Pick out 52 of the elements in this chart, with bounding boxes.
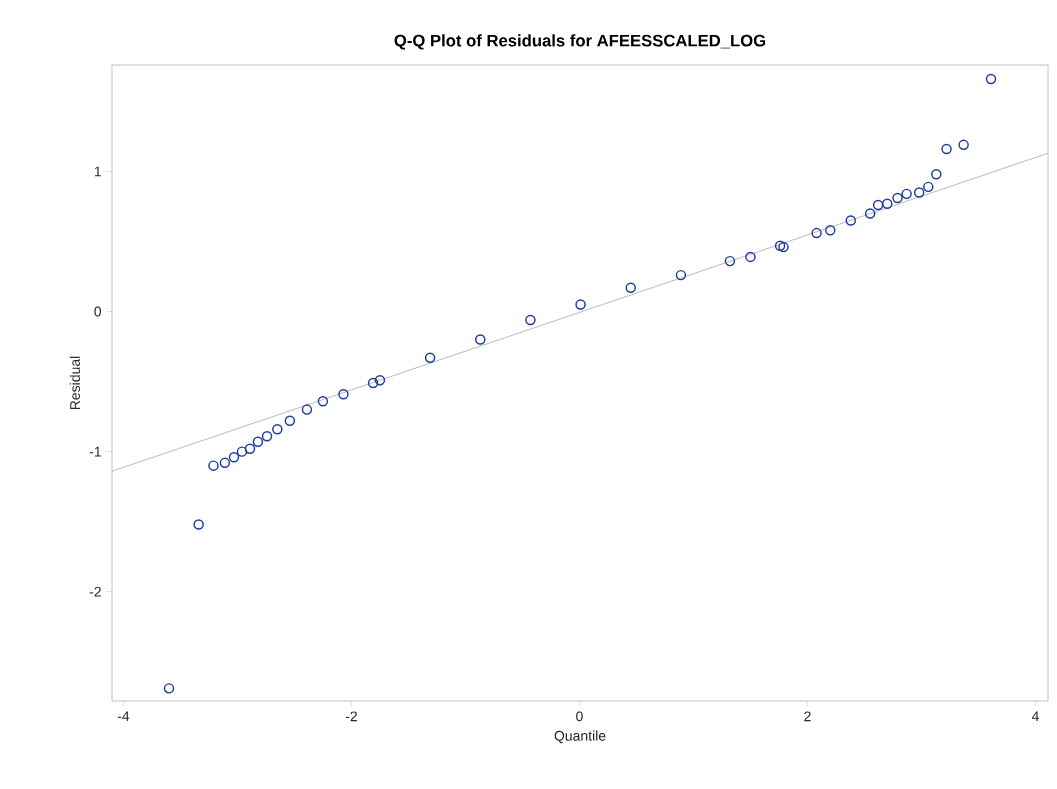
point bbox=[228, 451, 240, 463]
x-tick-label: 4 bbox=[1031, 711, 1039, 722]
point bbox=[913, 187, 925, 198]
point bbox=[745, 251, 756, 263]
point bbox=[811, 227, 822, 239]
point bbox=[864, 208, 876, 219]
point bbox=[424, 352, 436, 364]
point bbox=[367, 377, 379, 389]
point bbox=[931, 169, 942, 180]
point bbox=[882, 198, 893, 209]
point bbox=[261, 430, 273, 442]
point bbox=[575, 299, 586, 310]
point bbox=[374, 374, 386, 386]
point bbox=[219, 457, 231, 469]
point bbox=[774, 240, 786, 251]
x-tick-label: 0 bbox=[576, 711, 583, 722]
point bbox=[923, 181, 934, 193]
point bbox=[941, 143, 952, 155]
x-axis-title: Quantile bbox=[554, 730, 606, 744]
point bbox=[284, 415, 296, 427]
point bbox=[872, 199, 884, 211]
point bbox=[778, 241, 789, 253]
y-tick-label: -2 bbox=[89, 586, 101, 597]
point bbox=[163, 683, 175, 694]
x-tick-label: 2 bbox=[804, 711, 811, 722]
point bbox=[208, 460, 219, 471]
point bbox=[901, 188, 912, 200]
x-tick-label: -2 bbox=[345, 711, 357, 722]
point bbox=[892, 192, 903, 204]
y-tick-label: 0 bbox=[94, 306, 102, 317]
point bbox=[525, 314, 536, 326]
y-tick-label: -1 bbox=[89, 446, 101, 457]
y-tick-label: 1 bbox=[94, 166, 101, 177]
point bbox=[958, 139, 969, 151]
point bbox=[724, 255, 736, 267]
point bbox=[675, 269, 687, 281]
point bbox=[475, 334, 486, 345]
chart-title: Q-Q Plot of Residuals for AFEESSCALED_LOG bbox=[394, 34, 766, 50]
point bbox=[825, 225, 836, 236]
point bbox=[252, 436, 264, 448]
y-axis-title: Residual bbox=[69, 356, 81, 410]
point bbox=[301, 404, 313, 415]
point bbox=[317, 395, 329, 407]
point bbox=[272, 423, 283, 435]
point bbox=[193, 519, 204, 530]
point bbox=[338, 388, 349, 400]
point bbox=[244, 443, 256, 455]
point bbox=[236, 446, 248, 457]
point bbox=[625, 282, 636, 293]
point bbox=[845, 215, 857, 226]
x-tick-label: -4 bbox=[117, 711, 130, 722]
point bbox=[985, 73, 997, 85]
